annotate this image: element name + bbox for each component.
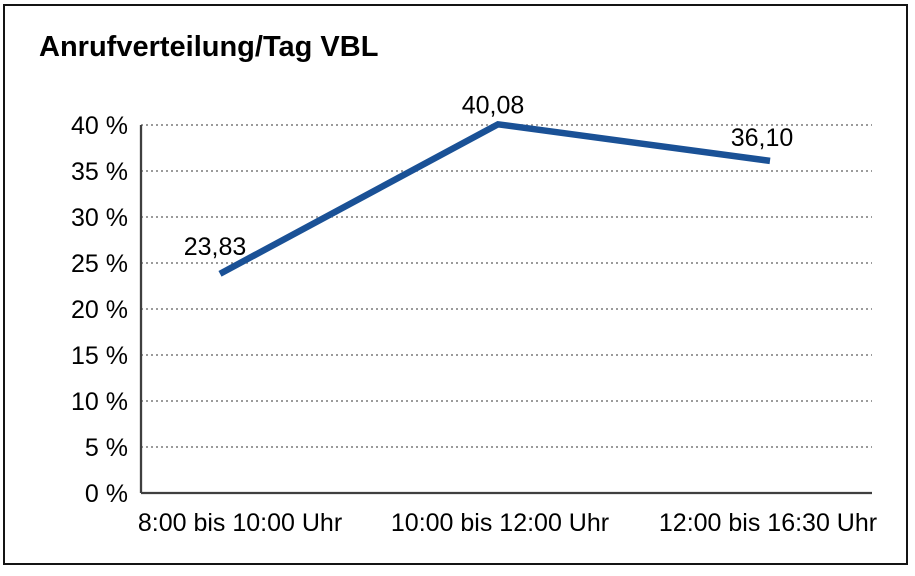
y-tick-label: 40 % [71, 112, 128, 140]
x-category-label: 12:00 bis 16:30 Uhr [659, 509, 877, 537]
data-line [218, 120, 771, 277]
chart-frame [3, 4, 908, 565]
y-tick-label: 20 % [71, 296, 128, 324]
y-tick-label: 35 % [71, 158, 128, 186]
x-category-label: 10:00 bis 12:00 Uhr [391, 509, 609, 537]
data-point-label: 40,08 [462, 91, 525, 119]
data-point-label: 23,83 [184, 233, 247, 261]
y-tick-label: 10 % [71, 388, 128, 416]
y-tick-label: 30 % [71, 204, 128, 232]
y-tick-label: 0 % [85, 480, 128, 508]
x-category-label: 8:00 bis 10:00 Uhr [138, 509, 342, 537]
y-tick-label: 5 % [85, 434, 128, 462]
data-point-label: 36,10 [731, 124, 794, 152]
y-tick-label: 15 % [71, 342, 128, 370]
chart-title: Anrufverteilung/Tag VBL [39, 31, 379, 63]
y-tick-label: 25 % [71, 250, 128, 278]
